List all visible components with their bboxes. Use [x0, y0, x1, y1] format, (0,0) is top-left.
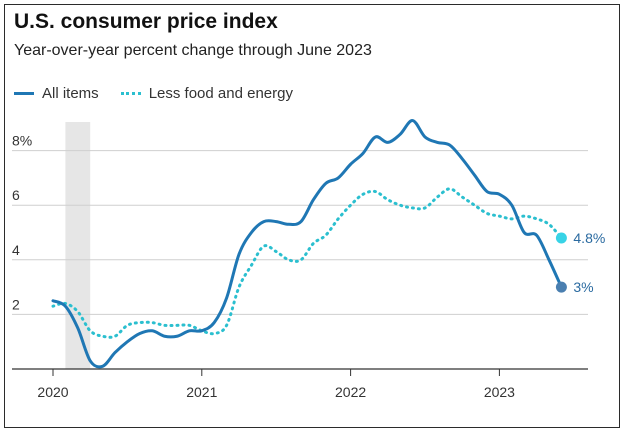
chart-subtitle: Year-over-year percent change through Ju… [14, 42, 372, 59]
y-tick-label: 8% [12, 133, 32, 149]
y-tick-label: 4 [12, 242, 20, 258]
x-tick-label: 2022 [335, 384, 366, 400]
x-tick-label: 2023 [484, 384, 515, 400]
y-tick-label: 2 [12, 296, 20, 312]
series-line-all-items [51, 119, 563, 369]
end-label-all-items: 3% [573, 279, 593, 295]
end-label-core: 4.8% [573, 230, 605, 246]
chart-title: U.S. consumer price index [14, 10, 278, 33]
end-marker-core [555, 232, 567, 244]
y-tick-label: 6 [12, 187, 20, 203]
legend-swatch-dotted [120, 92, 141, 95]
legend-item-core: Less food and energy [120, 85, 293, 102]
x-tick-label: 2020 [37, 384, 68, 400]
legend-label-all-items: All items [42, 85, 99, 102]
legend-item-all-items: All items [14, 85, 99, 102]
x-tick-label: 2021 [186, 384, 217, 400]
legend-swatch-solid [14, 92, 34, 95]
legend-label-core: Less food and energy [148, 85, 293, 102]
end-marker-all-items [555, 281, 567, 293]
chart-legend: All items Less food and energy [14, 85, 315, 102]
